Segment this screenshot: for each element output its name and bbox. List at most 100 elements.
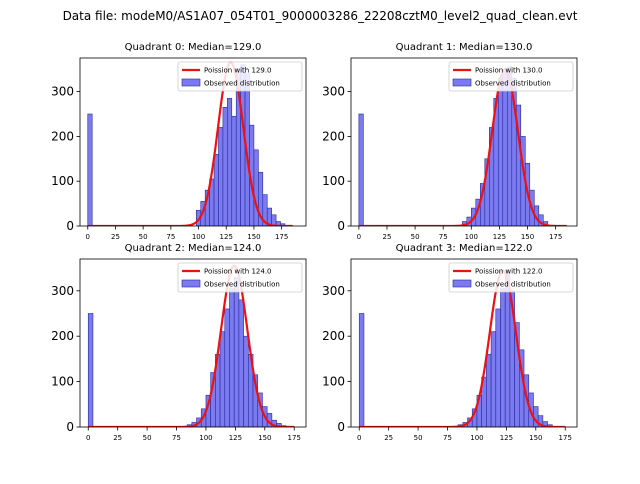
quadrant-3-title: Quadrant 3: Median=122.0 xyxy=(396,243,533,254)
histogram-bar xyxy=(219,331,226,427)
x-tick-label: 0 xyxy=(86,233,90,241)
x-tick-label: 150 xyxy=(247,233,260,241)
x-tick-label: 25 xyxy=(383,233,392,241)
x-tick-label: 100 xyxy=(465,233,478,241)
histogram-bar xyxy=(233,276,240,427)
histogram-bar xyxy=(224,308,230,427)
legend-observed-label: Observed distribution xyxy=(204,80,280,88)
plot-area xyxy=(358,269,566,427)
axes-frame xyxy=(79,57,307,227)
quadrant-3-chart: Quadrant 3: Median=122.0 0 25 50 75 100 125 150… xyxy=(322,243,578,442)
legend-bar-swatch xyxy=(452,78,472,87)
histogram-bar xyxy=(229,288,235,427)
x-tick-label: 150 xyxy=(529,434,542,442)
y-tick-label: 0 xyxy=(337,219,345,233)
y-tick-label: 100 xyxy=(322,174,345,188)
histogram-bar xyxy=(243,335,249,427)
y-tick-label: 200 xyxy=(51,129,74,143)
legend-observed-label: Observed distribution xyxy=(475,281,551,289)
x-tick-label: 25 xyxy=(113,434,122,442)
legend-observed-label: Observed distribution xyxy=(204,281,280,289)
quadrant-0-chart: Quadrant 0: Median=129.0 0 25 50 75 100 125 150… xyxy=(51,42,307,241)
poisson-curve xyxy=(88,264,295,427)
x-tick-label: 175 xyxy=(275,233,288,241)
x-tick-label: 75 xyxy=(172,434,181,442)
y-tick-label: 200 xyxy=(322,329,345,343)
x-tick-label: 175 xyxy=(288,434,301,442)
x-tick-label: 175 xyxy=(559,434,572,442)
x-tick-label: 175 xyxy=(549,233,562,241)
histogram-bar xyxy=(495,308,501,427)
histogram-bar xyxy=(87,313,94,427)
histogram-bar xyxy=(238,299,244,427)
x-tick-label: 50 xyxy=(143,434,152,442)
legend-box xyxy=(177,262,303,293)
legend-observed-label: Observed distribution xyxy=(475,80,551,88)
quadrant-1-title: Quadrant 1: Median=130.0 xyxy=(396,42,533,53)
axes-frame xyxy=(350,57,578,227)
y-tick-label: 300 xyxy=(51,85,74,99)
histogram-bar xyxy=(502,68,508,226)
x-tick-label: 50 xyxy=(139,233,148,241)
y-tick-label: 0 xyxy=(337,420,345,434)
quadrant-2-chart: Quadrant 2: Median=124.0 0 25 50 75 100 125 150… xyxy=(51,243,307,442)
x-tick-label: 125 xyxy=(229,434,242,442)
x-tick-label: 25 xyxy=(384,434,393,442)
legend-poisson-label: Poission with 130.0 xyxy=(475,67,543,75)
x-tick-label: 75 xyxy=(443,434,452,442)
y-tick-label: 100 xyxy=(322,375,345,389)
legend-bar-swatch xyxy=(181,78,201,87)
y-tick-label: 300 xyxy=(51,284,74,298)
histogram-bar xyxy=(486,354,492,427)
histogram-bar xyxy=(497,77,504,226)
legend-box xyxy=(448,262,574,293)
y-tick-label: 100 xyxy=(51,174,74,188)
x-tick-label: 150 xyxy=(258,434,271,442)
y-tick-label: 0 xyxy=(66,219,74,233)
x-tick-label: 125 xyxy=(493,233,506,241)
histogram-bar xyxy=(227,98,233,226)
figure-title: Data file: modeM0/AS1A07_054T01_90000032… xyxy=(63,9,578,23)
x-tick-label: 0 xyxy=(357,233,361,241)
legend-box xyxy=(177,61,303,92)
x-tick-label: 125 xyxy=(500,434,513,442)
x-tick-label: 25 xyxy=(111,233,120,241)
legend: Poission with 129.0 Observed distribution xyxy=(177,61,303,92)
y-tick-label: 100 xyxy=(51,375,74,389)
x-tick-label: 0 xyxy=(86,434,90,442)
histogram-bar xyxy=(253,149,259,226)
legend-bar-swatch xyxy=(181,279,201,288)
x-tick-label: 75 xyxy=(166,233,175,241)
plot-area xyxy=(87,264,295,427)
y-tick-label: 200 xyxy=(51,329,74,343)
histogram-bar xyxy=(231,115,237,226)
histogram-bar xyxy=(358,113,364,226)
x-tick-label: 150 xyxy=(521,233,534,241)
histogram-bar xyxy=(218,127,224,226)
y-tick-label: 300 xyxy=(322,284,345,298)
poisson-curve xyxy=(87,61,293,226)
legend-box xyxy=(448,61,574,92)
quadrant-1-chart: Quadrant 1: Median=130.0 0 25 50 75 100 125 150… xyxy=(322,42,578,241)
histogram-bar xyxy=(542,421,548,427)
poisson-curve xyxy=(359,269,566,427)
x-tick-label: 50 xyxy=(411,233,420,241)
histogram-bar xyxy=(213,154,219,226)
x-tick-label: 100 xyxy=(192,233,205,241)
x-tick-label: 100 xyxy=(470,434,483,442)
x-tick-label: 50 xyxy=(414,434,423,442)
poisson-curve xyxy=(358,68,567,226)
legend: Poission with 122.0 Observed distribution xyxy=(448,262,574,293)
quadrant-0-title: Quadrant 0: Median=129.0 xyxy=(125,42,262,53)
histogram-bar xyxy=(490,331,497,427)
x-tick-label: 0 xyxy=(357,434,361,442)
y-tick-label: 300 xyxy=(322,85,345,99)
histogram-bar xyxy=(87,113,93,226)
legend-bar-swatch xyxy=(452,279,472,288)
x-tick-label: 100 xyxy=(199,434,212,442)
x-tick-label: 75 xyxy=(439,233,448,241)
axes-frame xyxy=(79,258,307,428)
quadrant-2-title: Quadrant 2: Median=124.0 xyxy=(125,243,262,254)
legend: Poission with 130.0 Observed distribution xyxy=(448,61,574,92)
